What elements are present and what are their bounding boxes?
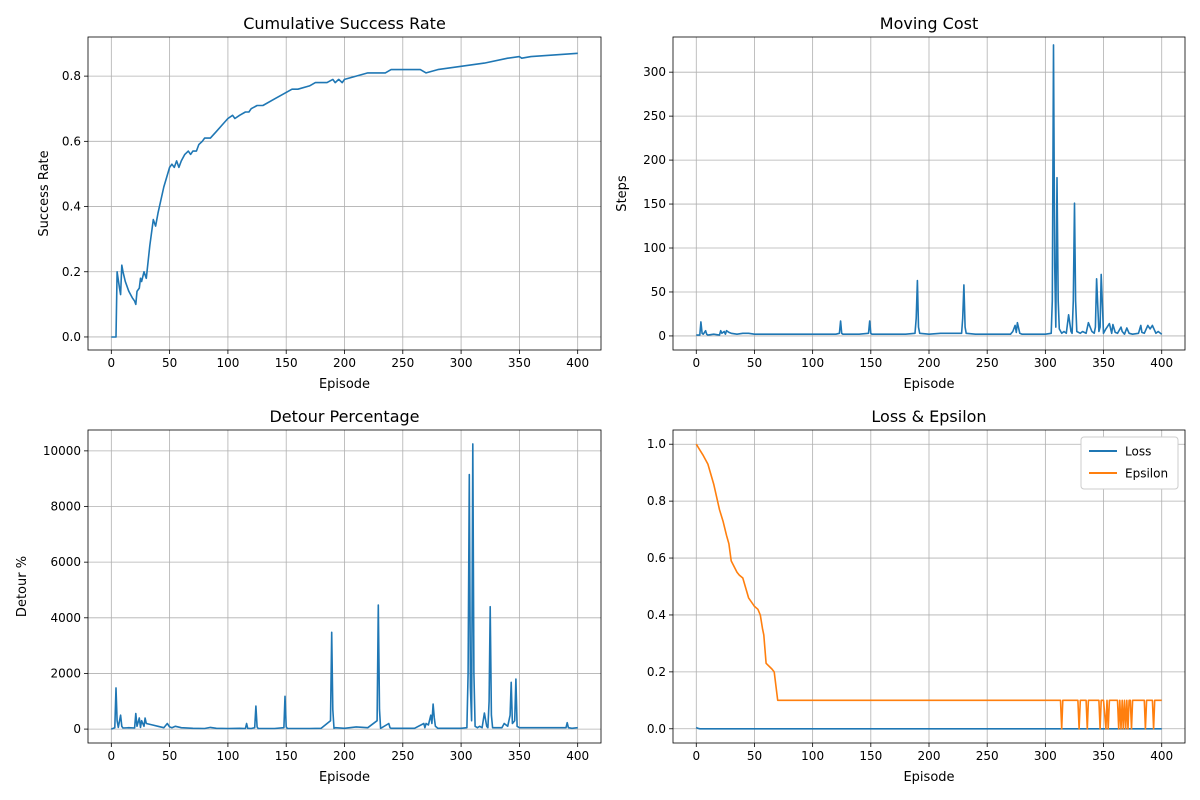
x-tick-label: 300 [1034, 749, 1057, 763]
x-tick-label: 300 [1034, 356, 1057, 370]
x-tick-label: 200 [333, 356, 356, 370]
x-tick-label: 150 [275, 749, 298, 763]
y-tick-label: 6000 [50, 555, 81, 569]
data-series-line [111, 52, 578, 338]
x-tick-label: 300 [450, 356, 473, 370]
y-tick-label: 0.2 [647, 665, 666, 679]
x-tick-label: 250 [976, 356, 999, 370]
chart-title: Moving Cost [880, 14, 978, 33]
x-tick-label: 350 [1092, 749, 1115, 763]
y-tick-label: 0.2 [62, 265, 81, 279]
x-tick-label: 100 [216, 356, 239, 370]
x-tick-label: 50 [747, 749, 762, 763]
y-tick-label: 0 [658, 329, 666, 343]
x-axis-label: Episode [319, 377, 370, 392]
legend-label-epsilon: Epsilon [1125, 467, 1168, 481]
chart-panel-3: 0 50 100 150 200 250 300 350 4000200040006000800… [15, 407, 602, 785]
x-tick-label: 300 [450, 749, 473, 763]
y-tick-label: 10000 [43, 444, 81, 458]
x-tick-label: 400 [566, 749, 589, 763]
y-tick-label: 150 [643, 197, 666, 211]
legend-label-loss: Loss [1125, 445, 1151, 459]
y-tick-label: 0.0 [647, 722, 666, 736]
y-tick-label: 2000 [50, 666, 81, 680]
x-axis-label: Episode [903, 770, 954, 785]
x-tick-label: 200 [918, 749, 941, 763]
y-tick-label: 0.8 [62, 69, 81, 83]
x-tick-label: 0 [107, 749, 115, 763]
data-series-line [696, 44, 1163, 336]
plot-frame [672, 36, 1186, 351]
x-tick-label: 350 [508, 749, 531, 763]
x-tick-label: 0 [692, 749, 700, 763]
x-tick-label: 50 [162, 749, 177, 763]
y-tick-label: 300 [643, 65, 666, 79]
x-tick-label: 350 [508, 356, 531, 370]
x-tick-label: 400 [1150, 356, 1173, 370]
data-series-line [111, 443, 578, 730]
y-tick-label: 1.0 [647, 437, 666, 451]
x-tick-label: 200 [333, 749, 356, 763]
x-tick-label: 100 [801, 356, 824, 370]
y-tick-label: 200 [643, 153, 666, 167]
x-tick-label: 400 [566, 356, 589, 370]
y-tick-label: 0.6 [647, 551, 666, 565]
x-tick-label: 50 [747, 356, 762, 370]
chart-panel-2: 0 50 100 150 200 250 300 350 400 0 50 100 150 200 250 3… [615, 14, 1186, 392]
x-tick-label: 350 [1092, 356, 1115, 370]
y-tick-label: 8000 [50, 500, 81, 514]
y-tick-label: 0.6 [62, 134, 81, 148]
plot-frame [672, 429, 1186, 744]
y-tick-label: 250 [643, 109, 666, 123]
x-tick-label: 100 [801, 749, 824, 763]
y-tick-label: 100 [643, 241, 666, 255]
chart-panel-1: 0 50 100 150 200 250 300 350 400 0.0 0.2 0.4 0.6 0.8 C… [37, 14, 602, 392]
x-tick-label: 150 [275, 356, 298, 370]
y-axis-label: Success Rate [37, 150, 52, 236]
y-tick-label: 0.4 [62, 200, 81, 214]
x-tick-label: 100 [216, 749, 239, 763]
epsilon-series-line [695, 443, 1162, 730]
plot-frame [87, 36, 602, 351]
legend: Loss Epsilon [1080, 436, 1179, 490]
x-tick-label: 150 [859, 356, 882, 370]
chart-title: Loss & Epsilon [871, 407, 986, 426]
chart-panel-4: 0 50 100 150 200 250 300 350 400 0.0 0.2 0.4 0.6 0.8 1… [647, 407, 1186, 785]
x-tick-label: 0 [107, 356, 115, 370]
y-tick-label: 0.8 [647, 494, 666, 508]
loss-series-line [695, 726, 1162, 730]
y-tick-label: 50 [651, 285, 666, 299]
x-tick-label: 250 [391, 356, 414, 370]
x-tick-label: 400 [1150, 749, 1173, 763]
y-tick-label: 0.4 [647, 608, 666, 622]
x-tick-label: 250 [976, 749, 999, 763]
chart-title: Cumulative Success Rate [243, 14, 446, 33]
x-tick-label: 50 [162, 356, 177, 370]
y-tick-label: 4000 [50, 611, 81, 625]
y-axis-label: Detour % [15, 556, 30, 617]
x-tick-label: 150 [859, 749, 882, 763]
plot-frame [87, 429, 602, 744]
chart-title: Detour Percentage [269, 407, 419, 426]
x-tick-label: 0 [692, 356, 700, 370]
x-tick-label: 200 [918, 356, 941, 370]
x-tick-label: 250 [391, 749, 414, 763]
y-tick-label: 0 [73, 722, 81, 736]
y-axis-label: Steps [615, 175, 630, 212]
y-tick-label: 0.0 [62, 330, 81, 344]
x-axis-label: Episode [903, 377, 954, 392]
x-axis-label: Episode [319, 770, 370, 785]
